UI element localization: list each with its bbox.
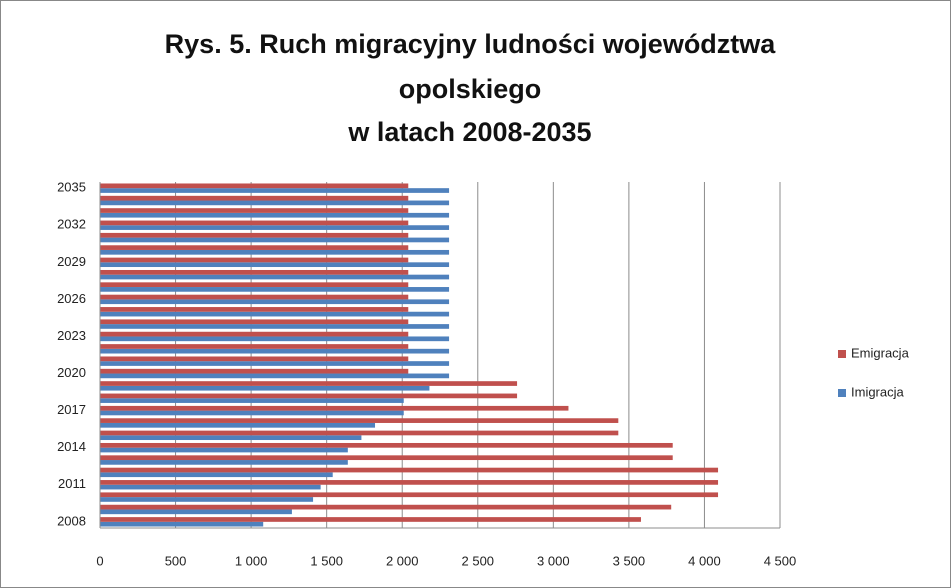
bar [100,480,719,485]
bar [100,282,409,288]
bar [100,410,404,416]
x-tick-label: 3 000 [537,553,570,568]
bar [100,195,409,201]
bar [100,361,450,366]
bar [100,220,409,226]
bar [100,442,673,448]
bar [100,232,409,238]
legend-swatch [838,350,846,358]
bar [100,311,450,317]
y-tick-label: 2011 [58,476,86,491]
chart-title: opolskiego [399,74,542,104]
bar [100,269,409,275]
bar [100,517,641,522]
bar [100,504,672,510]
legend-swatch [838,389,846,397]
bar [100,455,673,461]
chart-title: w latach 2008-2035 [347,117,591,147]
bar [100,356,409,362]
bar [100,348,450,354]
x-tick-label: 3 500 [613,553,646,568]
y-tick-label: 2029 [57,254,86,269]
bar [100,422,376,428]
x-tick-label: 1 000 [235,553,268,568]
bar [100,287,450,292]
bar [100,492,719,498]
bar [100,484,321,490]
bar [100,188,450,193]
bar [100,274,450,280]
x-tick-label: 2 500 [462,553,495,568]
bar [100,418,619,423]
y-tick-label: 2032 [57,217,86,232]
bar [100,212,450,218]
bar [100,299,450,305]
bar [100,208,409,213]
bar [100,225,450,230]
bar [100,237,450,243]
bar [100,398,404,403]
bar [100,319,409,325]
bar [100,331,409,337]
bar [100,509,292,515]
x-tick-label: 4 500 [764,553,797,568]
x-tick-label: 500 [165,553,187,568]
y-tick-label: 2020 [57,365,86,380]
legend-label: Imigracja [851,384,905,399]
bar [100,373,450,379]
bar [100,249,450,255]
y-tick-label: 2017 [57,402,86,417]
bar [100,405,569,411]
bar [100,385,430,391]
bar [100,435,362,441]
bar [100,368,409,374]
bar [100,294,409,300]
x-tick-label: 1 500 [310,553,343,568]
bar [100,460,348,465]
bar [100,344,409,349]
bar [100,467,719,473]
x-tick-label: 2 000 [386,553,419,568]
y-tick-label: 2023 [57,328,86,343]
legend-label: Emigracja [851,345,910,360]
y-tick-label: 2026 [57,291,86,306]
y-tick-label: 2014 [57,439,86,454]
bar [100,381,518,386]
bar [100,262,450,268]
x-tick-label: 0 [96,553,103,568]
bar [100,257,409,263]
chart-title: Rys. 5. Ruch migracyjny ludności wojewód… [165,29,777,59]
y-tick-label: 2008 [57,513,86,528]
bar [100,472,333,478]
bar [100,245,409,250]
bar [100,521,264,527]
bar [100,200,450,206]
bar [100,324,450,329]
bar [100,336,450,342]
bar [100,497,314,502]
bar [100,430,619,436]
x-tick-label: 4 000 [688,553,721,568]
bar [100,393,518,399]
bar [100,183,409,189]
bar [100,447,348,453]
bar [100,307,409,312]
y-tick-label: 2035 [57,180,86,195]
